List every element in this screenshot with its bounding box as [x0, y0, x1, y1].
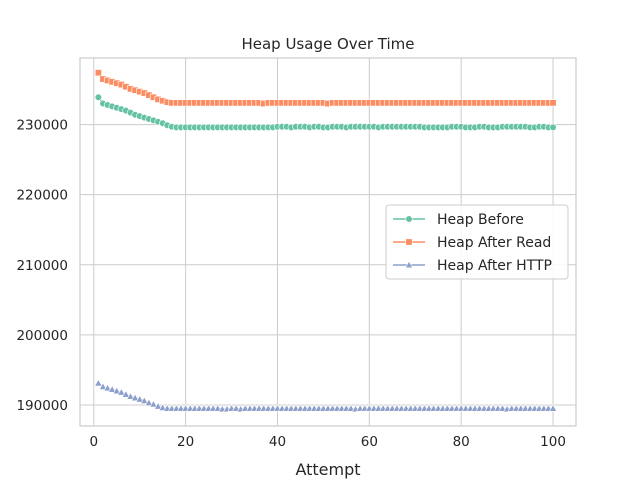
data-point — [94, 93, 102, 101]
data-point — [94, 378, 103, 387]
data-point — [135, 394, 144, 403]
data-point — [498, 404, 507, 412]
series-heap-before — [94, 93, 557, 131]
x-tick-label: 0 — [89, 434, 98, 450]
legend-item: Heap After HTTP — [393, 258, 552, 274]
data-point — [549, 123, 557, 131]
data-point — [112, 386, 121, 395]
legend: Heap Before Heap After Read Heap After HTT… — [385, 204, 569, 280]
data-point — [153, 401, 163, 410]
legend-label: Heap After Read — [437, 235, 551, 251]
x-axis-label: Attempt — [295, 460, 360, 479]
data-point — [94, 69, 102, 77]
x-tick-label: 60 — [361, 434, 378, 450]
y-tick-label: 210000 — [16, 258, 68, 274]
data-point — [213, 404, 222, 412]
legend-item: Heap After Read — [393, 235, 551, 251]
x-tick-label: 20 — [177, 434, 194, 450]
x-tick-label: 80 — [453, 434, 470, 450]
legend-label: Heap Before — [437, 212, 524, 228]
series-heap-after-read — [94, 69, 557, 108]
y-tick-label: 200000 — [16, 328, 68, 344]
x-tick-label: 100 — [540, 434, 566, 450]
legend-item: Heap Before — [393, 212, 524, 228]
legend-marker — [405, 238, 413, 246]
legend-marker — [404, 260, 414, 269]
data-point — [140, 396, 149, 404]
y-tick-label: 230000 — [16, 118, 68, 134]
data-point — [117, 387, 126, 396]
x-tick-label: 40 — [269, 434, 286, 450]
data-point — [158, 403, 167, 411]
data-point — [98, 382, 108, 390]
data-point — [346, 404, 356, 412]
data-point — [548, 404, 558, 412]
series-heap-after-http — [94, 378, 558, 413]
legend-marker — [405, 215, 413, 223]
data-point — [144, 398, 153, 406]
x-axis-ticks: 0 20 40 60 80 100 — [89, 434, 565, 450]
y-axis-ticks: 190000 200000 210000 220000 230000 — [16, 118, 68, 414]
data-point — [103, 383, 112, 392]
legend-frame — [385, 204, 569, 280]
plot-frame — [79, 57, 577, 427]
data-point — [126, 392, 135, 400]
data-point — [108, 385, 117, 393]
data-point — [149, 399, 158, 408]
y-tick-label: 220000 — [16, 188, 68, 204]
chart-title: Heap Usage Over Time — [241, 35, 414, 53]
data-point — [121, 390, 131, 398]
series — [94, 69, 558, 413]
data-point — [232, 404, 241, 412]
legend-label: Heap After HTTP — [437, 258, 552, 274]
data-point — [549, 99, 557, 107]
data-point — [131, 393, 140, 402]
y-tick-label: 190000 — [16, 398, 68, 414]
